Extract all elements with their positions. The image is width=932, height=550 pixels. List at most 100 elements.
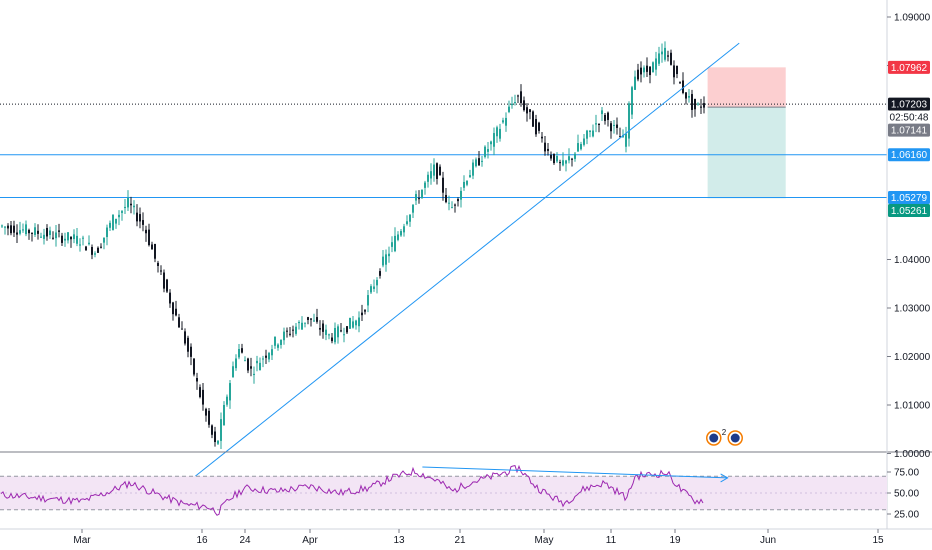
candle [517, 95, 519, 97]
price-tag-label: 1.07141 [891, 126, 928, 137]
candle [544, 142, 546, 152]
candle [40, 236, 42, 238]
candle [274, 336, 276, 346]
candle [562, 160, 564, 166]
candle [697, 103, 699, 105]
rsi-tick-label: 25.00 [894, 510, 919, 521]
candle [205, 408, 207, 416]
candle [79, 244, 81, 246]
candle [271, 349, 273, 356]
trendline[interactable] [195, 42, 740, 477]
time-tick-label: 11 [606, 535, 617, 546]
event-icons[interactable]: 2 [706, 428, 743, 446]
candle [178, 317, 180, 328]
candle [364, 310, 366, 312]
candle [232, 366, 234, 378]
candle [679, 82, 681, 84]
event-icon-globe [709, 433, 719, 443]
candle [355, 320, 357, 326]
candle [85, 246, 87, 251]
candle [487, 149, 489, 152]
candle [163, 272, 165, 289]
candle [340, 330, 342, 332]
price-tag-hline: 1.05279 [888, 190, 930, 204]
price-tag-label: 1.06160 [891, 150, 928, 161]
candle [67, 232, 69, 241]
candle [280, 340, 282, 345]
candle [319, 328, 321, 330]
price-tag-bg [888, 203, 930, 217]
candle [55, 232, 57, 239]
price-tag-bg [888, 97, 930, 111]
price-tick-label: 1.04000 [894, 255, 931, 266]
candle [262, 358, 264, 360]
event-count: 2 [722, 428, 727, 437]
candle [343, 334, 345, 336]
candle [247, 358, 249, 371]
candle [400, 231, 402, 236]
price-tag-last: 1.07203 [888, 97, 930, 111]
candle [37, 230, 39, 234]
candle [442, 177, 444, 193]
candle [1, 225, 3, 227]
candle [466, 180, 468, 185]
candle [610, 123, 612, 132]
price-tag-entry: 1.07141 [888, 123, 930, 137]
candle [238, 348, 240, 358]
candle [505, 117, 507, 126]
event-flag-icon[interactable]: 2 [706, 428, 727, 446]
price-axis[interactable]: 1.090001.080001.040001.030001.020001.010… [887, 13, 931, 461]
candle [475, 159, 477, 167]
candle [70, 236, 72, 240]
candle [181, 328, 183, 330]
candle [523, 100, 525, 111]
candle [673, 65, 675, 78]
trendline-layer[interactable] [195, 42, 740, 477]
candle [385, 254, 387, 265]
rsi-divergence-line[interactable] [422, 466, 728, 479]
rsi-axis[interactable]: 75.00 50.00 25.00 [887, 468, 919, 521]
time-axis[interactable]: Mar 16 24 Apr 13 21 May 11 19 Jun 15 [73, 529, 884, 546]
candle [613, 124, 615, 126]
candle [145, 229, 147, 234]
candle [349, 317, 351, 329]
candle [691, 94, 693, 110]
arrowhead-icon [720, 473, 729, 483]
candle [130, 203, 132, 206]
candle [220, 419, 222, 441]
candle [187, 337, 189, 352]
candle [361, 312, 363, 316]
time-tick-label: 16 [196, 535, 208, 546]
candle [631, 87, 633, 115]
candle [316, 317, 318, 322]
candle [73, 234, 75, 240]
event-flag-icon[interactable] [727, 430, 743, 446]
take-profit-zone[interactable] [707, 107, 786, 199]
candle [418, 198, 420, 200]
candle [616, 124, 618, 128]
time-tick-label: 13 [393, 535, 405, 546]
candle [265, 355, 267, 358]
candle [190, 346, 192, 357]
candle [25, 224, 27, 235]
candle [136, 212, 138, 222]
candle [571, 158, 573, 160]
candle [370, 286, 372, 293]
candle [22, 229, 24, 231]
stop-loss-zone[interactable] [707, 67, 786, 108]
position-tool[interactable] [707, 67, 786, 199]
candle [283, 331, 285, 341]
candle [367, 295, 369, 306]
candle [592, 130, 594, 137]
candle [649, 66, 651, 76]
candle [100, 246, 102, 248]
candle [346, 326, 348, 333]
candle [625, 133, 627, 147]
candle [634, 76, 636, 90]
candle [118, 214, 120, 218]
price-tick-label: 1.01000 [894, 401, 931, 412]
candle [4, 226, 6, 228]
candle [499, 128, 501, 139]
candle [331, 337, 333, 342]
